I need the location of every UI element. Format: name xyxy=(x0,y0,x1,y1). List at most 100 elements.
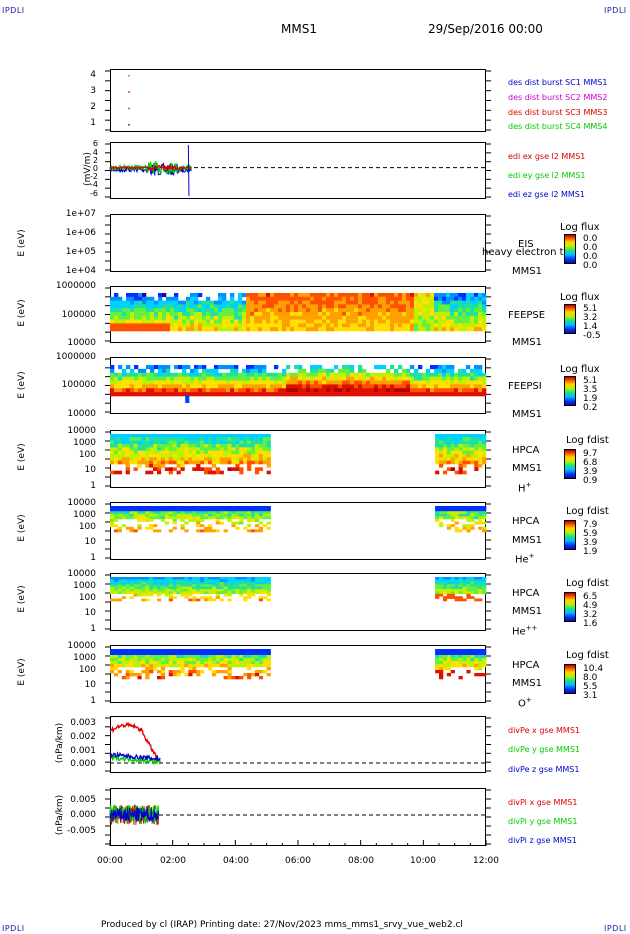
heatmap-cell xyxy=(153,434,158,438)
heatmap-cell xyxy=(219,516,224,520)
heatmap-cell xyxy=(378,392,383,397)
heatmap-cell xyxy=(133,437,138,441)
heatmap-cell xyxy=(435,584,440,587)
heatmap-cell xyxy=(450,467,455,471)
heatmap-cell xyxy=(149,513,154,517)
heatmap-cell xyxy=(450,506,455,509)
heatmap-cell xyxy=(426,319,431,324)
heatmap-cell xyxy=(406,312,411,317)
colorbar-value: 3.9 xyxy=(583,538,598,548)
heatmap-cell xyxy=(164,506,170,509)
heatmap-cell xyxy=(141,437,146,441)
tick-label: 10000 xyxy=(67,498,96,508)
tick-label: 10000 xyxy=(67,569,96,579)
tick-label: 1 xyxy=(90,481,96,491)
heatmap-cell xyxy=(180,664,185,668)
heatmap-cell xyxy=(266,376,271,381)
heatmap-cell xyxy=(227,655,232,659)
heatmap-cell xyxy=(145,444,150,448)
heatmap-cell xyxy=(286,327,291,332)
tick-label: 4 xyxy=(90,70,96,80)
heatmap-cell xyxy=(442,667,448,671)
heatmap-cell xyxy=(258,521,264,525)
heatmap-cell xyxy=(274,296,279,301)
heatmap-cell xyxy=(330,304,335,309)
heatmap-cell xyxy=(430,296,435,301)
heatmap-cell xyxy=(250,293,255,298)
heatmap-cell xyxy=(418,304,423,309)
heatmap-cell xyxy=(350,365,355,370)
heatmap-cell xyxy=(439,676,444,680)
heatmap-cell xyxy=(450,368,455,374)
heatmap-cell xyxy=(326,368,331,374)
tick-label: 1000000 xyxy=(55,352,96,362)
heatmap-cell xyxy=(160,519,166,522)
heatmap-cell xyxy=(186,323,191,328)
heatmap-cell xyxy=(450,440,455,445)
heatmap-cell xyxy=(478,365,483,370)
heatmap-cell xyxy=(266,388,271,393)
heatmap-cell xyxy=(454,454,459,458)
heatmap-cell xyxy=(125,434,130,438)
heatmap-cell xyxy=(394,293,399,298)
heatmap-cell xyxy=(334,300,339,305)
heatmap-cell xyxy=(121,506,126,509)
heatmap-cell xyxy=(334,376,339,381)
heatmap-cell xyxy=(234,372,239,377)
heatmap-cell xyxy=(254,457,260,461)
heatmap-cell xyxy=(266,661,271,665)
heatmap-cell xyxy=(160,437,166,441)
heatmap-cell xyxy=(133,457,138,461)
heatmap-cell xyxy=(470,460,475,465)
heatmap-cell xyxy=(172,519,177,522)
heatmap-cell xyxy=(214,319,219,324)
heatmap-cell xyxy=(206,304,211,309)
heatmap-cell xyxy=(231,591,236,595)
heatmap-cell xyxy=(145,658,150,662)
heatmap-cell xyxy=(207,508,213,512)
heatmap-cell xyxy=(454,457,459,461)
heatmap-cell xyxy=(458,300,463,305)
heatmap-cell xyxy=(414,312,419,317)
heatmap-cell xyxy=(231,508,236,512)
heatmap-cell xyxy=(231,506,236,509)
heatmap-cell xyxy=(215,649,220,653)
heatmap-cell xyxy=(462,579,467,583)
heatmap-cell xyxy=(450,319,455,324)
heatmap-cell xyxy=(290,323,295,328)
heatmap-cell xyxy=(110,584,115,587)
heatmap-cell xyxy=(286,372,291,377)
heatmap-cell xyxy=(426,327,431,332)
heatmap-cell xyxy=(192,655,197,659)
heatmap-cell xyxy=(146,388,151,393)
heatmap-cell xyxy=(182,376,187,381)
heatmap-cell xyxy=(211,447,217,451)
heatmap-cell xyxy=(462,319,467,324)
heatmap-cell xyxy=(174,293,179,298)
heatmap-cell xyxy=(200,519,205,522)
heatmap-cell xyxy=(180,437,185,441)
heatmap-cell xyxy=(170,300,175,305)
heatmap-cell xyxy=(188,655,193,659)
heatmap-cell xyxy=(422,293,427,298)
heatmap-cell xyxy=(126,300,131,305)
heatmap-cell xyxy=(231,581,236,585)
heatmap-cell xyxy=(435,577,440,580)
heatmap-cell xyxy=(137,577,142,580)
heatmap-cell xyxy=(439,591,444,595)
heatmap-cell xyxy=(141,577,146,580)
heatmap-cell xyxy=(166,319,171,324)
heatmap-cell xyxy=(382,312,387,317)
heatmap-cell xyxy=(247,652,252,656)
heatmap-cell xyxy=(180,591,185,595)
heatmap-cell xyxy=(474,664,479,668)
heatmap-cell xyxy=(242,319,247,324)
heatmap-cell xyxy=(168,440,173,445)
heatmap-cell xyxy=(125,591,130,595)
heatmap-cell xyxy=(266,577,271,580)
heatmap-cell xyxy=(446,516,452,520)
heatmap-cell xyxy=(235,511,240,515)
heatmap-cell xyxy=(278,323,283,328)
heatmap-cell xyxy=(258,589,264,592)
heatmap-cell xyxy=(243,444,248,448)
